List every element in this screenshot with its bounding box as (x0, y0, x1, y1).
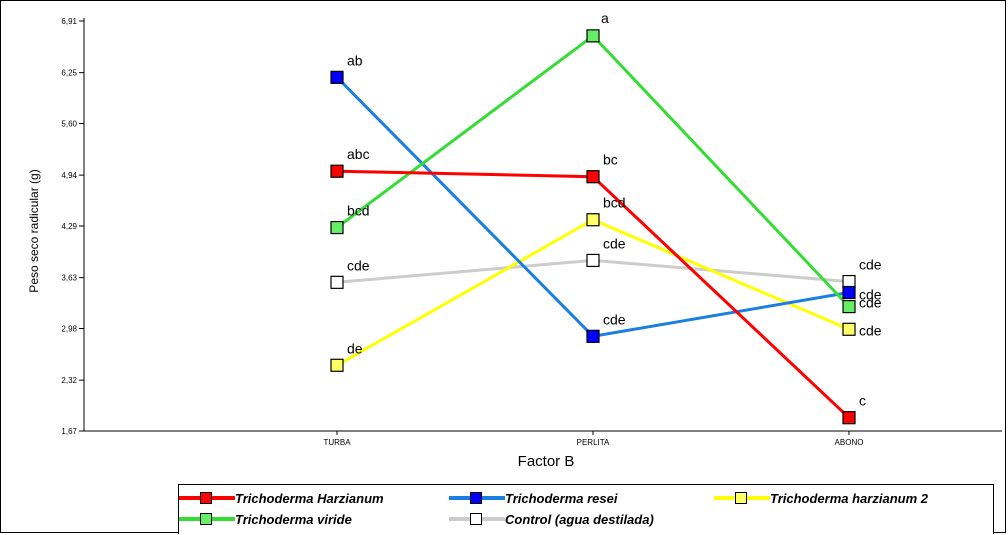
data-label: bc (603, 152, 618, 168)
data-label: a (601, 10, 609, 26)
x-tick-label: TURBA (323, 438, 351, 447)
x-tick-label: ABONO (835, 438, 864, 447)
legend-swatch (714, 489, 770, 507)
data-label: bcd (347, 203, 370, 219)
legend-label: Control (agua destilada) (505, 511, 654, 527)
legend-swatch (449, 489, 505, 507)
legend-label: Trichoderma harzianum 2 (770, 490, 928, 506)
y-tick-label: 2,98 (61, 325, 77, 334)
y-tick-label: 1,67 (61, 427, 77, 436)
legend-label: Trichoderma viride (235, 511, 352, 527)
data-point (586, 213, 600, 227)
data-label: cde (859, 287, 882, 303)
y-tick-label: 6,91 (61, 17, 77, 26)
legend-swatch (449, 510, 505, 528)
data-label: de (347, 340, 363, 356)
series-line (336, 169, 851, 419)
data-point (330, 275, 344, 289)
data-label: cde (859, 257, 882, 273)
legend-item: Trichoderma viride (179, 510, 409, 528)
y-tick-label: 4,29 (61, 222, 77, 231)
data-point (330, 220, 344, 235)
legend-label: Trichoderma resei (505, 490, 618, 506)
data-point (330, 164, 344, 178)
data-point (842, 411, 856, 425)
x-tick-label: PERLITA (577, 438, 610, 447)
y-tick-label: 3,63 (61, 274, 77, 283)
chart-legend: Trichoderma Harzianum Trichoderma resei Tr… (178, 484, 994, 534)
data-label: abc (347, 146, 370, 162)
legend-swatch (179, 489, 235, 507)
data-point (842, 322, 856, 336)
data-label: cde (347, 257, 370, 273)
y-tick-label: 2,32 (61, 376, 77, 385)
legend-label: Trichoderma Harzianum (235, 490, 384, 506)
y-axis-title: Peso seco radicular (g) (27, 169, 41, 292)
data-label: cde (603, 311, 626, 327)
x-axis-title: Factor B (518, 453, 575, 470)
data-point (842, 285, 856, 300)
data-label: ab (347, 52, 363, 68)
data-label: cde (603, 235, 626, 251)
data-point (842, 299, 856, 314)
data-point (586, 329, 600, 343)
data-label: c (859, 393, 866, 409)
data-label: cde (859, 322, 882, 338)
y-tick-label: 4,94 (61, 171, 77, 180)
legend-swatch (179, 510, 235, 528)
data-point (586, 29, 600, 43)
data-label: cde (859, 295, 882, 311)
legend-item: Trichoderma resei (449, 489, 707, 507)
y-tick-label: 6,25 (61, 69, 77, 78)
data-point (586, 253, 600, 268)
legend-item: Trichoderma Harzianum (179, 489, 409, 507)
y-tick-label: 5,60 (61, 120, 77, 129)
data-point (330, 70, 344, 84)
legend-item: Control (agua destilada) (449, 510, 717, 528)
data-point (842, 274, 856, 289)
legend-item: Trichoderma harzianum 2 (714, 489, 984, 507)
data-label: bcd (603, 195, 626, 211)
data-point (330, 358, 344, 372)
data-point (586, 170, 600, 184)
